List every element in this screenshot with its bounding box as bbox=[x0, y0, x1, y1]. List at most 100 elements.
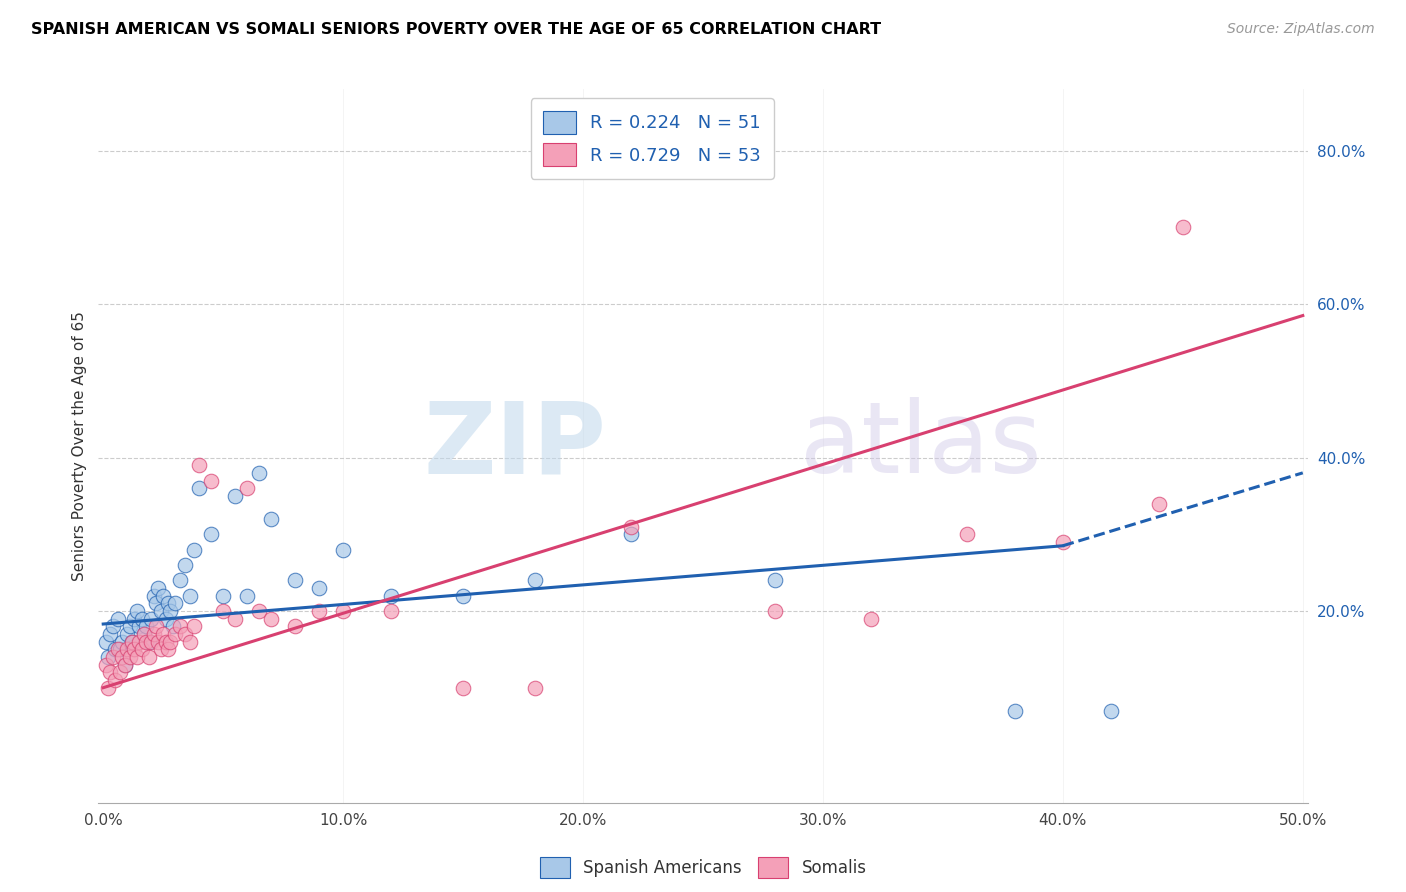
Point bbox=[200, 474, 222, 488]
Point bbox=[859, 612, 882, 626]
Point bbox=[132, 627, 155, 641]
Point bbox=[451, 589, 474, 603]
Point bbox=[104, 673, 127, 687]
Point bbox=[124, 642, 146, 657]
Point bbox=[524, 574, 547, 588]
Point bbox=[108, 642, 131, 657]
Point bbox=[524, 681, 547, 695]
Point bbox=[156, 596, 179, 610]
Point bbox=[108, 665, 131, 680]
Point bbox=[332, 542, 354, 557]
Y-axis label: Seniors Poverty Over the Age of 65: Seniors Poverty Over the Age of 65 bbox=[72, 311, 87, 581]
Point bbox=[162, 619, 184, 633]
Point bbox=[128, 634, 150, 648]
Point bbox=[173, 627, 195, 641]
Point bbox=[260, 512, 283, 526]
Point bbox=[100, 665, 122, 680]
Point bbox=[128, 619, 150, 633]
Point bbox=[111, 650, 134, 665]
Point bbox=[149, 604, 172, 618]
Point bbox=[101, 650, 124, 665]
Point bbox=[956, 527, 979, 541]
Point bbox=[247, 466, 270, 480]
Point bbox=[212, 604, 235, 618]
Point bbox=[308, 581, 330, 595]
Point bbox=[380, 589, 402, 603]
Point bbox=[111, 634, 134, 648]
Point bbox=[179, 589, 201, 603]
Point bbox=[380, 604, 402, 618]
Legend: Spanish Americans, Somalis: Spanish Americans, Somalis bbox=[533, 850, 873, 885]
Point bbox=[620, 527, 643, 541]
Point bbox=[763, 574, 786, 588]
Point bbox=[114, 657, 136, 672]
Point bbox=[145, 619, 167, 633]
Point bbox=[141, 612, 163, 626]
Point bbox=[1099, 704, 1122, 718]
Point bbox=[224, 489, 246, 503]
Point bbox=[179, 634, 201, 648]
Point bbox=[1004, 704, 1026, 718]
Point bbox=[107, 612, 129, 626]
Point bbox=[142, 627, 165, 641]
Point bbox=[451, 681, 474, 695]
Point bbox=[156, 642, 179, 657]
Text: atlas: atlas bbox=[800, 398, 1042, 494]
Point bbox=[148, 634, 170, 648]
Point bbox=[132, 627, 155, 641]
Point bbox=[145, 596, 167, 610]
Point bbox=[169, 574, 191, 588]
Point bbox=[100, 627, 122, 641]
Point bbox=[131, 612, 153, 626]
Point bbox=[620, 519, 643, 533]
Text: ZIP: ZIP bbox=[423, 398, 606, 494]
Point bbox=[308, 604, 330, 618]
Point bbox=[94, 657, 117, 672]
Point bbox=[121, 634, 143, 648]
Point bbox=[149, 642, 172, 657]
Point bbox=[1052, 535, 1074, 549]
Text: Source: ZipAtlas.com: Source: ZipAtlas.com bbox=[1227, 22, 1375, 37]
Point bbox=[183, 542, 205, 557]
Point bbox=[121, 634, 143, 648]
Point bbox=[247, 604, 270, 618]
Point bbox=[212, 589, 235, 603]
Point bbox=[118, 619, 141, 633]
Point bbox=[141, 634, 163, 648]
Point bbox=[1147, 497, 1170, 511]
Point bbox=[97, 681, 120, 695]
Point bbox=[104, 642, 127, 657]
Point bbox=[115, 642, 138, 657]
Point bbox=[188, 481, 211, 495]
Point bbox=[173, 558, 195, 572]
Point bbox=[183, 619, 205, 633]
Point bbox=[260, 612, 283, 626]
Point bbox=[165, 596, 187, 610]
Point bbox=[200, 527, 222, 541]
Point bbox=[94, 634, 117, 648]
Point bbox=[118, 650, 141, 665]
Point bbox=[159, 634, 181, 648]
Point bbox=[236, 481, 259, 495]
Point bbox=[138, 634, 160, 648]
Point bbox=[152, 627, 174, 641]
Point bbox=[135, 619, 157, 633]
Point bbox=[135, 634, 157, 648]
Point bbox=[763, 604, 786, 618]
Point bbox=[332, 604, 354, 618]
Point bbox=[152, 589, 174, 603]
Point bbox=[284, 574, 307, 588]
Point bbox=[131, 642, 153, 657]
Point bbox=[155, 634, 177, 648]
Point bbox=[115, 627, 138, 641]
Point bbox=[159, 604, 181, 618]
Point bbox=[155, 612, 177, 626]
Point bbox=[97, 650, 120, 665]
Point bbox=[236, 589, 259, 603]
Point bbox=[169, 619, 191, 633]
Point bbox=[125, 604, 148, 618]
Point bbox=[1171, 220, 1194, 235]
Point bbox=[224, 612, 246, 626]
Point bbox=[107, 642, 129, 657]
Point bbox=[148, 581, 170, 595]
